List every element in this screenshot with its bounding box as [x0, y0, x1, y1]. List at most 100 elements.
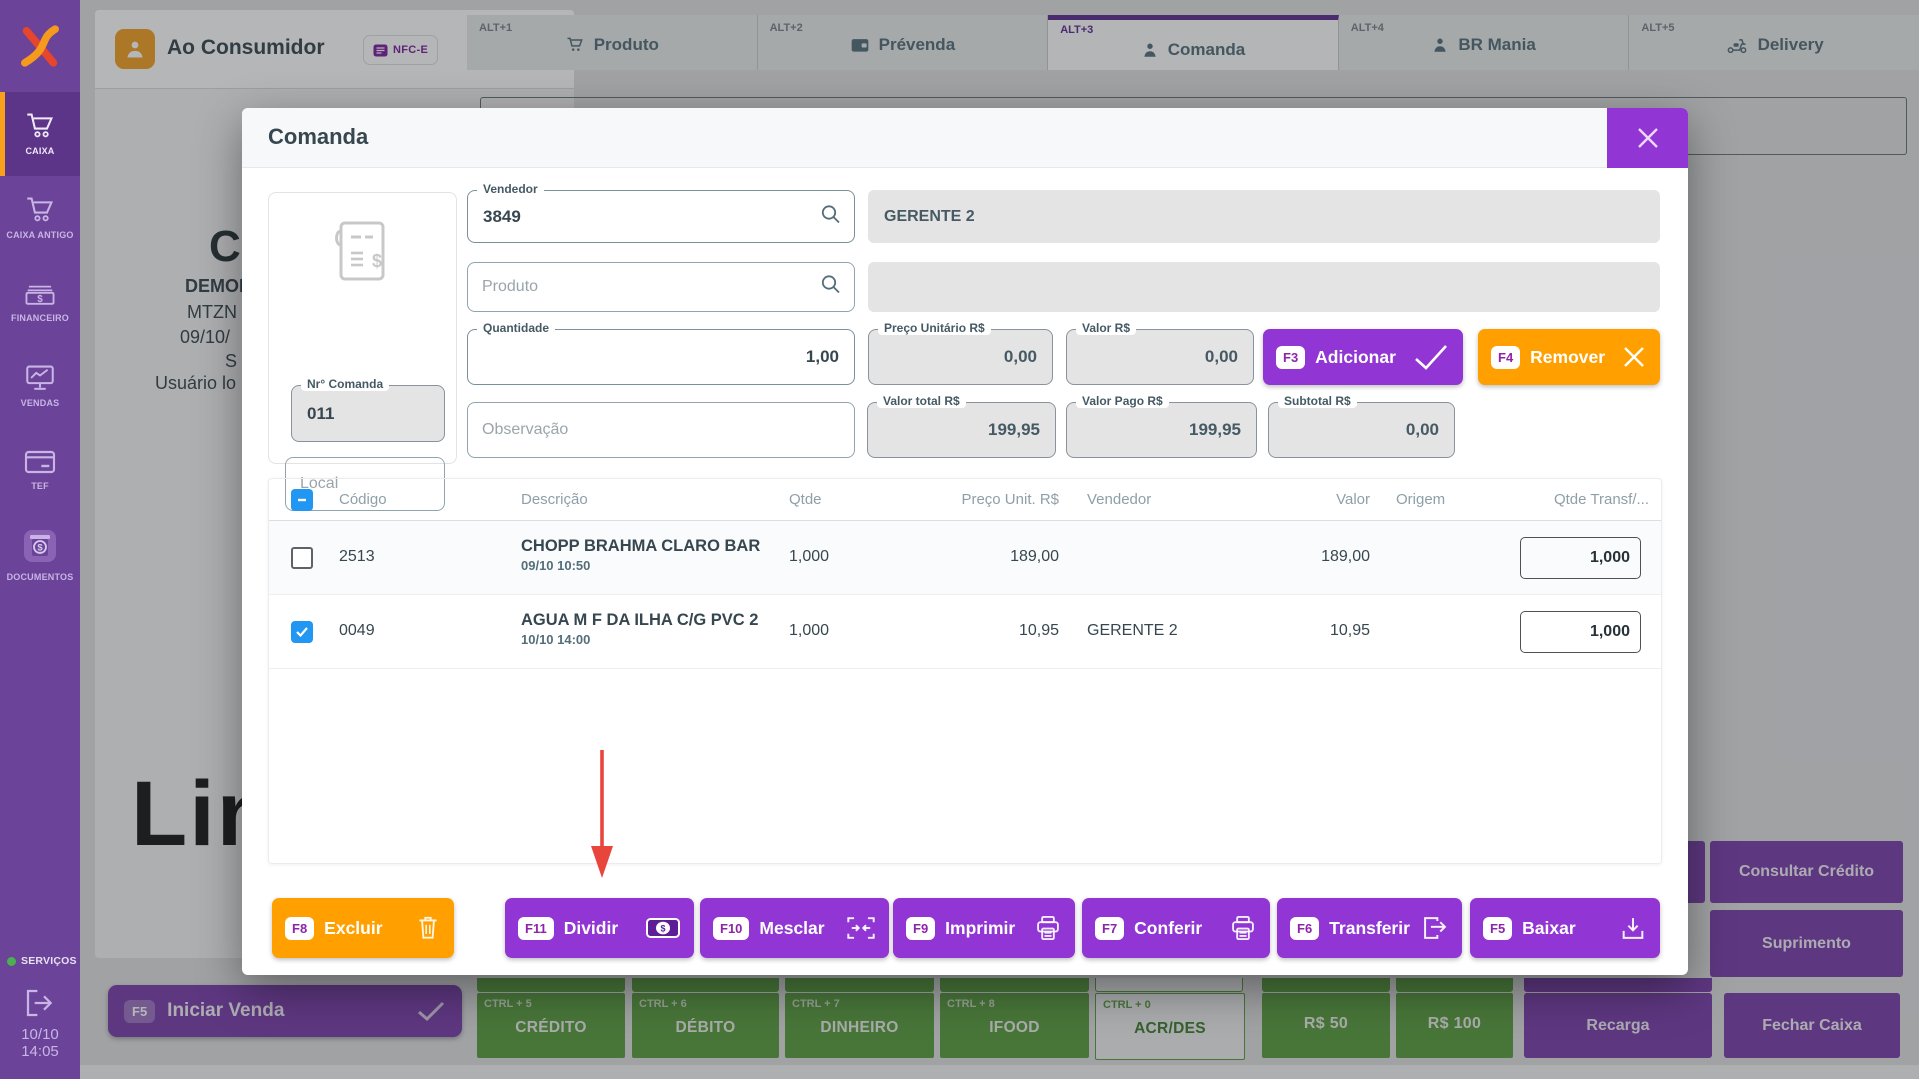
table-header: Código Descrição Qtde Preço Unit. R$ Ven… — [269, 479, 1661, 521]
row-checkbox-unchecked[interactable] — [291, 547, 313, 569]
transfer-qty-input[interactable] — [1521, 612, 1640, 652]
cart-icon — [567, 37, 583, 51]
app-logo — [0, 6, 80, 86]
dividir-button[interactable]: F11 Dividir $ — [505, 898, 694, 958]
conferir-button[interactable]: F7 Conferir — [1082, 898, 1270, 958]
terminal-info-line: DEMON — [185, 276, 252, 296]
produto-input[interactable] — [468, 263, 854, 311]
vendedor-value[interactable]: 3849 — [483, 206, 521, 226]
tab-prevenda[interactable]: ALT+2 Prévenda — [757, 15, 1049, 70]
sidebar-item-tef[interactable]: TEF — [0, 428, 80, 512]
ifood-button[interactable]: CTRL + 8 IFOOD — [940, 993, 1089, 1058]
suprimento-button[interactable]: Suprimento — [1710, 910, 1903, 977]
iniciar-venda-button[interactable]: F5 Iniciar Venda — [108, 985, 462, 1037]
fechar-caixa-button[interactable]: Fechar Caixa — [1724, 993, 1900, 1058]
transferir-button[interactable]: F6 Transferir — [1277, 898, 1462, 958]
sidebar-item-financeiro[interactable]: $ FINANCEIRO — [0, 260, 80, 344]
printer-icon — [1229, 914, 1257, 942]
cart-icon — [27, 113, 54, 137]
hidden-button-edge — [1095, 978, 1243, 992]
svg-text:$: $ — [37, 294, 43, 305]
search-icon[interactable] — [820, 203, 842, 230]
sidebar-time: 14:05 — [21, 1043, 59, 1060]
terminal-info-line: S — [225, 351, 238, 371]
sidebar-date: 10/10 — [21, 1026, 59, 1043]
item-description: CHOPP BRAHMA CLARO BAR 09/10 10:50 — [521, 537, 761, 573]
transfer-qty-input[interactable] — [1521, 538, 1640, 578]
table-row[interactable]: 2513 CHOPP BRAHMA CLARO BAR 09/10 10:50 … — [269, 521, 1661, 595]
hidden-button-edge — [940, 978, 1089, 992]
observacao-input[interactable] — [468, 403, 854, 457]
row-checkbox-checked[interactable] — [291, 621, 313, 643]
imprimir-button[interactable]: F9 Imprimir — [893, 898, 1075, 958]
terminal-info-line: 09/10/ — [180, 327, 231, 347]
select-all-checkbox[interactable] — [291, 489, 313, 511]
search-icon[interactable] — [820, 274, 842, 301]
tab-delivery[interactable]: ALT+5 Delivery — [1629, 15, 1919, 70]
person-icon — [1144, 43, 1156, 57]
recarga-button[interactable]: Recarga — [1524, 993, 1712, 1058]
valor-field: Valor R$ 0,00 — [1066, 321, 1254, 385]
baixar-button[interactable]: F5 Baixar — [1470, 898, 1660, 958]
transfer-qty-field — [1520, 611, 1641, 653]
hidden-button-edge — [1262, 978, 1390, 992]
valor-value: 0,00 — [1204, 347, 1238, 366]
svg-text:$: $ — [372, 251, 382, 271]
person-icon — [1434, 38, 1446, 52]
sale-mode-title: Ao Consumidor — [167, 36, 325, 59]
modal-title: Comanda — [268, 124, 369, 149]
r100-button[interactable]: R$ 100 — [1396, 993, 1513, 1058]
comanda-info-panel: $ Nr° Comanda 011 — [268, 192, 457, 511]
tab-comanda[interactable]: ALT+3 Comanda — [1048, 15, 1339, 70]
close-button[interactable] — [1607, 108, 1688, 168]
sidebar-item-vendas[interactable]: VENDAS — [0, 344, 80, 428]
table-row[interactable]: 0049 AGUA M F DA ILHA C/G PVC 2 10/10 14… — [269, 595, 1661, 669]
acr-des-button[interactable]: CTRL + 0 ACR/DES — [1095, 993, 1245, 1060]
f5-key-badge: F5 — [124, 999, 156, 1023]
debito-button[interactable]: CTRL + 6 DÉBITO — [632, 993, 779, 1058]
excluir-button[interactable]: F8 Excluir — [272, 898, 454, 958]
comanda-modal: Comanda $ Nr° Comanda 011 Ve — [242, 108, 1688, 975]
exit-section[interactable]: 10/10 14:05 — [0, 988, 80, 1060]
f10-key-badge: F10 — [713, 916, 750, 940]
money-icon: $ — [645, 916, 681, 940]
valor-pago-value: 199,95 — [1189, 420, 1241, 439]
quantidade-field: Quantidade 1,00 — [467, 321, 855, 385]
check-icon — [418, 1001, 445, 1022]
item-description: AGUA M F DA ILHA C/G PVC 2 10/10 14:00 — [521, 611, 759, 647]
observacao-field — [467, 402, 855, 458]
tab-br-mania[interactable]: ALT+4 BR Mania — [1338, 15, 1630, 70]
annotation-arrow — [591, 750, 613, 878]
produto-name-display — [868, 262, 1660, 312]
preco-unitario-value: 0,00 — [1003, 347, 1037, 366]
remover-button[interactable]: F4 Remover — [1478, 329, 1660, 385]
f6-key-badge: F6 — [1290, 916, 1320, 940]
f11-key-badge: F11 — [518, 916, 554, 940]
wallet-icon — [851, 39, 868, 52]
consumer-avatar-icon — [115, 29, 155, 69]
adicionar-button[interactable]: F3 Adicionar — [1263, 329, 1463, 385]
hidden-button-edge — [477, 978, 625, 992]
credito-button[interactable]: CTRL + 5 CRÉDITO — [477, 993, 625, 1058]
dinheiro-button[interactable]: CTRL + 7 DINHEIRO — [785, 993, 934, 1058]
nfce-badge[interactable]: NFC-E — [363, 35, 439, 65]
mesclar-button[interactable]: F10 Mesclar — [700, 898, 889, 958]
sidebar-item-caixa-antigo[interactable]: CAIXA ANTIGO — [0, 176, 80, 260]
f9-key-badge: F9 — [906, 916, 936, 940]
merge-icon — [846, 914, 876, 942]
services-status[interactable]: SERVIÇOS — [0, 955, 80, 967]
sidebar-item-caixa[interactable]: CAIXA — [0, 92, 80, 176]
r50-button[interactable]: R$ 50 — [1262, 993, 1390, 1058]
documents-icon: $ — [24, 529, 56, 562]
vendedor-field: Vendedor 3849 — [467, 182, 855, 243]
transfer-qty-field — [1520, 537, 1641, 579]
hidden-button-edge — [1396, 978, 1513, 992]
terminal-info-line: MTZN — [187, 302, 237, 322]
tab-produto[interactable]: ALT+1 Produto — [467, 15, 758, 70]
f5-key-badge: F5 — [1483, 916, 1513, 940]
consultar-credito-button[interactable]: Consultar Crédito — [1710, 841, 1903, 903]
subtotal-field: Subtotal R$ 0,00 — [1268, 394, 1455, 458]
sidebar-item-documentos[interactable]: $ DOCUMENTOS — [0, 512, 80, 596]
quantidade-value[interactable]: 1,00 — [805, 347, 839, 366]
